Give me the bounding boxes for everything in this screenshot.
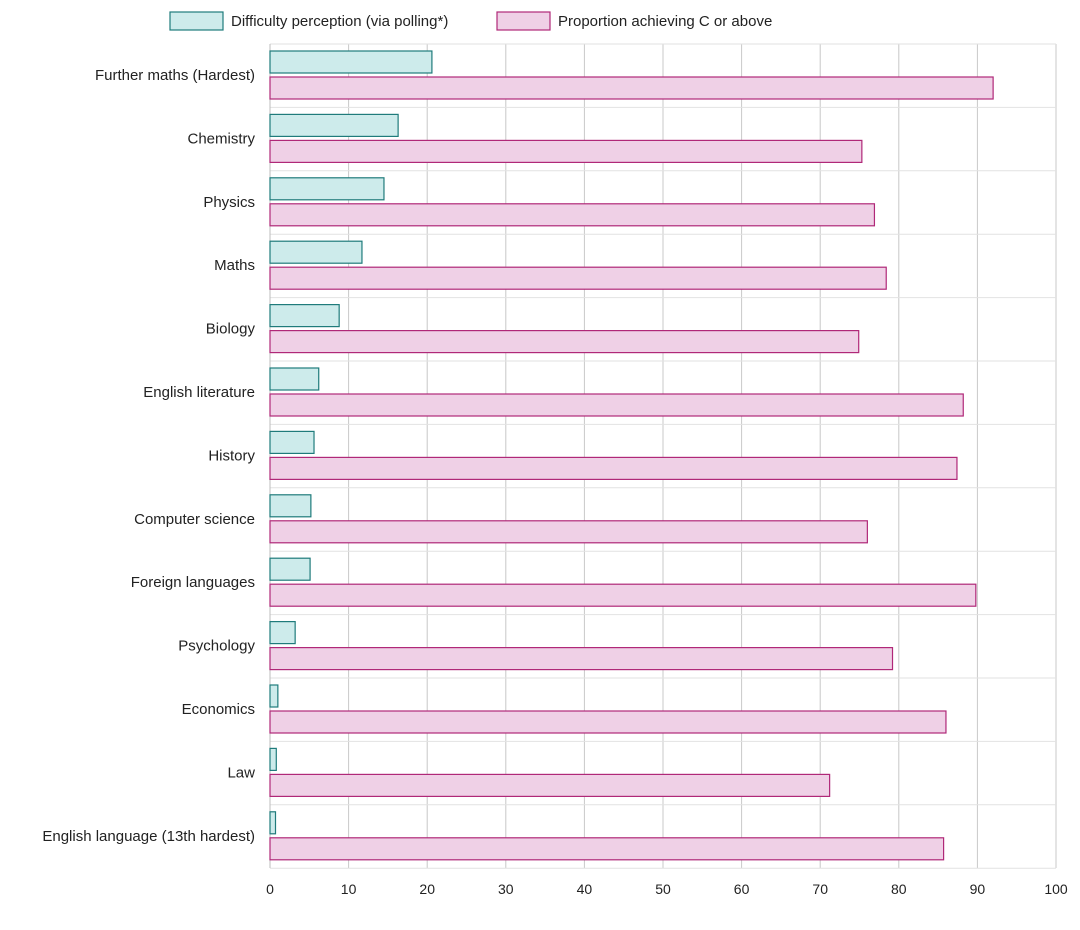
category-label: History [208,447,255,464]
bar-proportion [269,520,868,544]
category-label: Law [227,764,255,781]
bar-proportion [269,266,887,290]
bar-proportion [269,583,977,607]
x-tick-label: 20 [419,881,435,897]
bar-proportion [269,456,958,480]
x-tick-label: 10 [341,881,357,897]
category-label: Economics [182,701,255,718]
bar-difficulty [269,50,433,74]
category-label: Maths [214,257,255,274]
x-axis-ticks: 0 10 20 30 40 50 60 70 80 90 100 [266,881,1068,897]
x-tick-label: 80 [891,881,907,897]
category-label: English literature [143,384,255,401]
bar-proportion [269,393,964,417]
legend-swatch-proportion [496,11,551,31]
category-label: Computer science [134,511,255,528]
category-label: Chemistry [187,130,255,147]
bar-difficulty [269,240,363,264]
x-tick-label: 0 [266,881,274,897]
bar-difficulty [269,684,279,708]
legend-label-proportion: Proportion achieving C or above [558,13,772,30]
bar-difficulty [269,494,312,518]
bar-difficulty [269,430,315,454]
category-label: Physics [203,194,255,211]
bar-difficulty [269,811,277,835]
grid-lines [269,43,1057,869]
bar-proportion [269,710,947,734]
bar-difficulty [269,557,311,581]
bar-difficulty [269,177,385,201]
bar-proportion [269,203,876,227]
x-tick-label: 90 [970,881,986,897]
legend-swatch-difficulty [169,11,224,31]
bar-proportion [269,76,994,100]
bar-difficulty [269,747,277,772]
x-tick-label: 30 [498,881,514,897]
bar-proportion [269,646,894,671]
legend-label-difficulty: Difficulty perception (via polling*) [231,13,448,30]
category-labels: Further maths (Hardest) Chemistry Physics M… [42,67,255,845]
bar-difficulty [269,620,296,645]
x-tick-label: 60 [734,881,750,897]
x-tick-label: 50 [655,881,671,897]
category-label: Biology [206,321,256,338]
category-label: Further maths (Hardest) [95,67,255,84]
bars [269,50,994,861]
bar-proportion [269,139,863,163]
bar-proportion [269,330,860,354]
category-label: English language (13th hardest) [42,828,255,845]
legend: Difficulty perception (via polling*) Pro… [169,11,772,31]
x-tick-label: 70 [812,881,828,897]
x-tick-label: 100 [1044,881,1068,897]
category-label: Psychology [178,638,255,655]
bar-difficulty [269,367,320,391]
bar-proportion [269,773,831,798]
bar-difficulty [269,113,399,138]
x-tick-label: 40 [577,881,593,897]
bar-proportion [269,837,945,861]
category-label: Foreign languages [131,574,255,591]
bar-difficulty [269,304,340,328]
